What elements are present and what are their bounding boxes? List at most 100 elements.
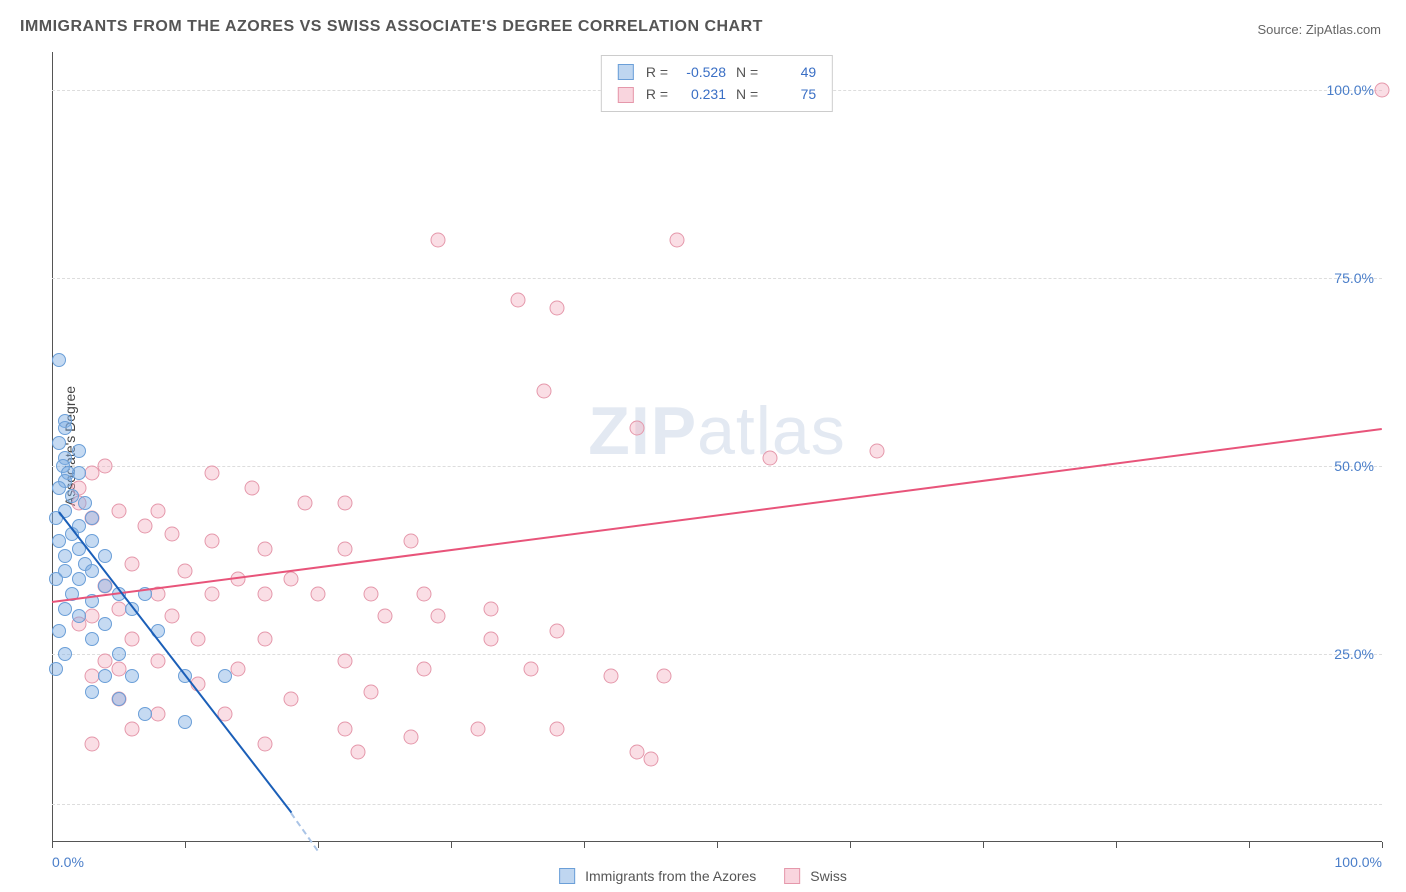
data-point [58,602,72,616]
data-point [112,647,126,661]
data-point [84,466,99,481]
gridline [52,804,1382,805]
data-point [204,534,219,549]
data-point [297,496,312,511]
stat-n-pink: 75 [768,83,816,105]
data-point [138,519,153,534]
data-point [550,722,565,737]
data-point [430,609,445,624]
data-point [65,489,79,503]
x-tick [185,842,186,848]
data-point [218,669,232,683]
data-point [1375,82,1390,97]
data-point [98,669,112,683]
data-point [470,722,485,737]
trend-line [291,812,319,851]
data-point [125,669,139,683]
data-point [204,466,219,481]
legend-item-pink: Swiss [784,868,847,884]
data-point [85,685,99,699]
data-point [52,481,66,495]
stat-r-pink: 0.231 [678,83,726,105]
data-point [164,526,179,541]
data-point [430,233,445,248]
data-point [763,451,778,466]
data-point [111,661,126,676]
legend-label-pink: Swiss [810,868,847,884]
data-point [337,654,352,669]
data-point [58,421,72,435]
data-point [656,669,671,684]
x-tick [451,842,452,848]
stat-r-label: R = [646,83,668,105]
data-point [98,549,112,563]
data-point [350,744,365,759]
swatch-blue-icon [618,64,634,80]
data-point [523,661,538,676]
chart-title: IMMIGRANTS FROM THE AZORES VS SWISS ASSO… [20,18,763,36]
data-point [49,572,63,586]
data-point [151,654,166,669]
data-point [603,669,618,684]
data-point [869,443,884,458]
swatch-blue-icon [559,868,575,884]
stats-row-blue: R = -0.528 N = 49 [618,61,816,83]
data-point [52,534,66,548]
x-tick [584,842,585,848]
data-point [85,564,99,578]
source-attribution: Source: ZipAtlas.com [1257,22,1381,37]
data-point [337,541,352,556]
data-point [404,729,419,744]
data-point [483,601,498,616]
data-point [643,752,658,767]
bottom-legend: Immigrants from the Azores Swiss [559,868,847,884]
data-point [337,496,352,511]
data-point [124,722,139,737]
data-point [112,692,126,706]
data-point [111,503,126,518]
data-point [72,609,86,623]
data-point [98,579,112,593]
data-point [257,586,272,601]
y-tick-label: 50.0% [1334,458,1374,474]
data-point [404,534,419,549]
x-tick [717,842,718,848]
data-point [550,300,565,315]
data-point [257,737,272,752]
data-point [178,715,192,729]
data-point [72,466,86,480]
x-tick [1382,842,1383,848]
x-tick [1249,842,1250,848]
trend-line [58,511,292,813]
data-point [257,631,272,646]
data-point [52,436,66,450]
data-point [124,556,139,571]
data-point [85,511,99,525]
y-tick-label: 75.0% [1334,270,1374,286]
y-tick-label: 25.0% [1334,646,1374,662]
data-point [337,722,352,737]
data-point [151,707,166,722]
trend-line [52,428,1382,603]
x-tick-label: 0.0% [52,854,84,870]
stat-r-label: R = [646,61,668,83]
data-point [550,624,565,639]
x-tick [850,842,851,848]
data-point [670,233,685,248]
data-point [244,481,259,496]
data-point [78,496,92,510]
data-point [98,617,112,631]
stat-n-label: N = [736,83,758,105]
y-tick-label: 100.0% [1327,82,1374,98]
gridline [52,278,1382,279]
data-point [311,586,326,601]
data-point [72,444,86,458]
stat-n-label: N = [736,61,758,83]
data-point [52,353,66,367]
data-point [417,586,432,601]
data-point [72,572,86,586]
data-point [164,609,179,624]
data-point [84,737,99,752]
data-point [52,624,66,638]
data-point [49,662,63,676]
